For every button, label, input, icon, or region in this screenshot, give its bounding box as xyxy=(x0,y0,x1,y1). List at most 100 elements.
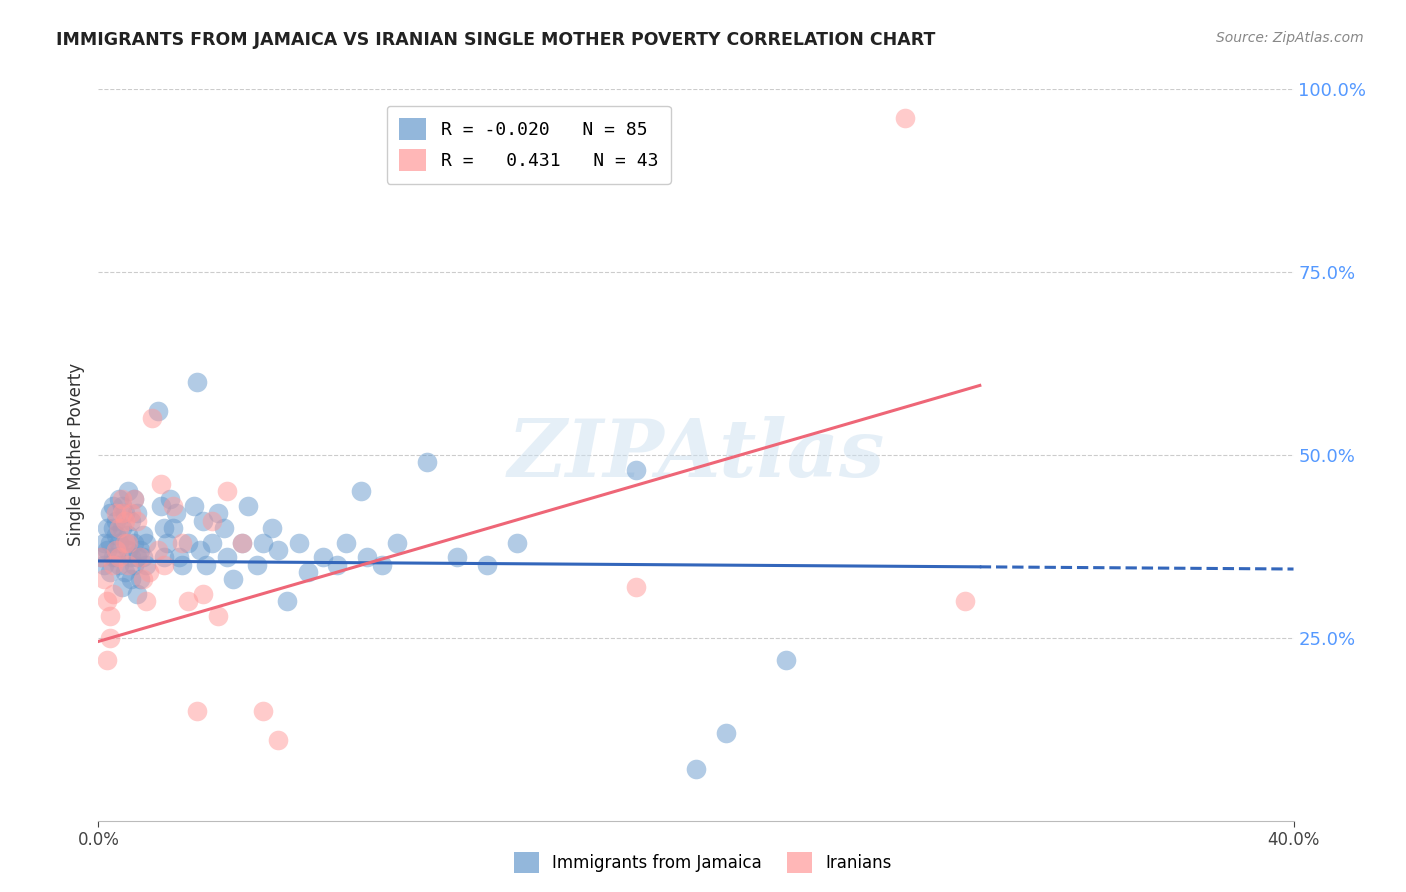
Point xyxy=(124,558,146,572)
Point xyxy=(153,521,176,535)
Point xyxy=(153,550,176,565)
Point xyxy=(124,491,146,506)
Point xyxy=(135,594,157,608)
Point xyxy=(148,404,170,418)
Point xyxy=(98,507,122,521)
Y-axis label: Single Mother Poverty: Single Mother Poverty xyxy=(66,363,84,547)
Point xyxy=(120,507,142,521)
Point xyxy=(141,411,163,425)
Point xyxy=(105,507,128,521)
Point xyxy=(120,550,142,565)
Point xyxy=(98,631,122,645)
Point xyxy=(117,484,139,499)
Point xyxy=(127,550,149,565)
Point xyxy=(267,733,290,747)
Text: IMMIGRANTS FROM JAMAICA VS IRANIAN SINGLE MOTHER POVERTY CORRELATION CHART: IMMIGRANTS FROM JAMAICA VS IRANIAN SINGL… xyxy=(56,31,935,49)
Point xyxy=(127,514,149,528)
Point xyxy=(132,572,155,586)
Point xyxy=(135,558,157,572)
Point xyxy=(111,499,134,513)
Point xyxy=(96,543,118,558)
Point xyxy=(252,704,274,718)
Point xyxy=(114,514,136,528)
Point xyxy=(150,499,173,513)
Point xyxy=(138,565,160,579)
Point xyxy=(953,594,976,608)
Point xyxy=(626,580,648,594)
Point xyxy=(132,528,155,542)
Point xyxy=(93,572,115,586)
Point xyxy=(108,521,131,535)
Point xyxy=(90,550,112,565)
Point xyxy=(297,565,319,579)
Point xyxy=(93,535,115,549)
Point xyxy=(215,550,238,565)
Point xyxy=(287,535,309,549)
Point xyxy=(276,594,298,608)
Point xyxy=(117,535,139,549)
Point xyxy=(150,477,173,491)
Point xyxy=(267,543,290,558)
Point xyxy=(201,514,224,528)
Point xyxy=(103,499,125,513)
Text: Source: ZipAtlas.com: Source: ZipAtlas.com xyxy=(1216,31,1364,45)
Point xyxy=(117,543,139,558)
Point xyxy=(93,558,115,572)
Point xyxy=(105,528,128,542)
Point xyxy=(188,543,211,558)
Point xyxy=(103,550,125,565)
Point xyxy=(177,535,200,549)
Point xyxy=(191,514,214,528)
Point xyxy=(475,558,498,572)
Point xyxy=(124,535,146,549)
Point xyxy=(117,558,139,572)
Point xyxy=(186,375,208,389)
Point xyxy=(252,535,274,549)
Point xyxy=(236,499,259,513)
Point xyxy=(129,543,152,558)
Point xyxy=(117,528,139,542)
Point xyxy=(191,587,214,601)
Point xyxy=(167,550,190,565)
Point xyxy=(120,514,142,528)
Point xyxy=(153,558,176,572)
Point xyxy=(172,535,194,549)
Point xyxy=(103,587,125,601)
Point xyxy=(212,521,235,535)
Point xyxy=(120,572,142,586)
Point xyxy=(103,521,125,535)
Point xyxy=(129,550,152,565)
Point xyxy=(114,535,136,549)
Point xyxy=(162,521,184,535)
Point xyxy=(201,535,224,549)
Point xyxy=(114,535,136,549)
Point xyxy=(172,558,194,572)
Point xyxy=(356,550,378,565)
Point xyxy=(114,565,136,579)
Point xyxy=(371,558,394,572)
Point xyxy=(222,572,245,586)
Point xyxy=(416,455,439,469)
Point xyxy=(260,521,283,535)
Legend: Immigrants from Jamaica, Iranians: Immigrants from Jamaica, Iranians xyxy=(508,846,898,880)
Point xyxy=(127,587,149,601)
Point xyxy=(105,543,128,558)
Point xyxy=(124,491,146,506)
Point xyxy=(159,491,181,506)
Legend: R = -0.020   N = 85, R =   0.431   N = 43: R = -0.020 N = 85, R = 0.431 N = 43 xyxy=(387,105,671,184)
Point xyxy=(127,507,149,521)
Point xyxy=(105,514,128,528)
Point xyxy=(231,535,253,549)
Point xyxy=(108,550,131,565)
Point xyxy=(311,550,333,565)
Point xyxy=(183,499,205,513)
Point xyxy=(108,491,131,506)
Point xyxy=(111,580,134,594)
Point xyxy=(195,558,218,572)
Point xyxy=(162,499,184,513)
Point xyxy=(326,558,349,572)
Point xyxy=(207,608,229,623)
Point xyxy=(98,565,122,579)
Point xyxy=(506,535,529,549)
Point xyxy=(98,535,122,549)
